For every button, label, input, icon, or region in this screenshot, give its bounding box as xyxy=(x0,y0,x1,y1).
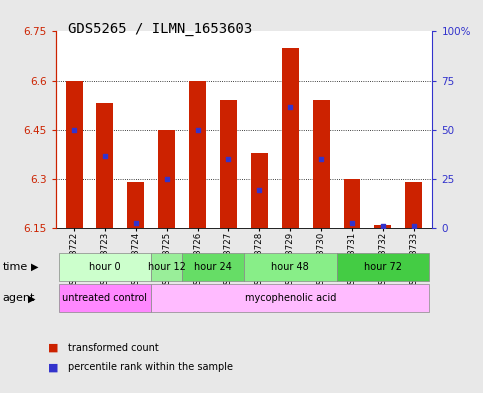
Point xyxy=(256,187,263,193)
Point xyxy=(317,156,325,162)
Text: untreated control: untreated control xyxy=(62,293,147,303)
Text: transformed count: transformed count xyxy=(68,343,158,353)
Text: ■: ■ xyxy=(48,362,59,373)
Bar xyxy=(189,81,206,228)
Text: hour 24: hour 24 xyxy=(194,262,232,272)
Bar xyxy=(374,225,391,228)
Point xyxy=(348,220,356,226)
Point xyxy=(70,127,78,133)
Point xyxy=(379,223,387,230)
Bar xyxy=(282,48,298,228)
Bar xyxy=(66,81,83,228)
Bar xyxy=(158,130,175,228)
Bar xyxy=(251,152,268,228)
Point xyxy=(132,220,140,226)
Bar xyxy=(97,103,114,228)
Point xyxy=(101,153,109,159)
Text: hour 0: hour 0 xyxy=(89,262,121,272)
Bar xyxy=(405,182,422,228)
Point xyxy=(410,223,418,230)
Text: hour 48: hour 48 xyxy=(271,262,309,272)
Bar xyxy=(220,100,237,228)
Bar xyxy=(313,100,329,228)
Text: GDS5265 / ILMN_1653603: GDS5265 / ILMN_1653603 xyxy=(68,22,252,36)
Point xyxy=(163,176,170,182)
Text: hour 12: hour 12 xyxy=(148,262,185,272)
Point xyxy=(286,104,294,110)
Text: agent: agent xyxy=(2,293,35,303)
Text: percentile rank within the sample: percentile rank within the sample xyxy=(68,362,233,373)
Text: hour 72: hour 72 xyxy=(364,262,402,272)
Bar xyxy=(128,182,144,228)
Text: ■: ■ xyxy=(48,343,59,353)
Point xyxy=(225,156,232,162)
Text: ▶: ▶ xyxy=(31,262,39,272)
Text: time: time xyxy=(2,262,28,272)
Point xyxy=(194,127,201,133)
Text: mycophenolic acid: mycophenolic acid xyxy=(244,293,336,303)
Bar xyxy=(343,179,360,228)
Text: ▶: ▶ xyxy=(28,293,36,303)
